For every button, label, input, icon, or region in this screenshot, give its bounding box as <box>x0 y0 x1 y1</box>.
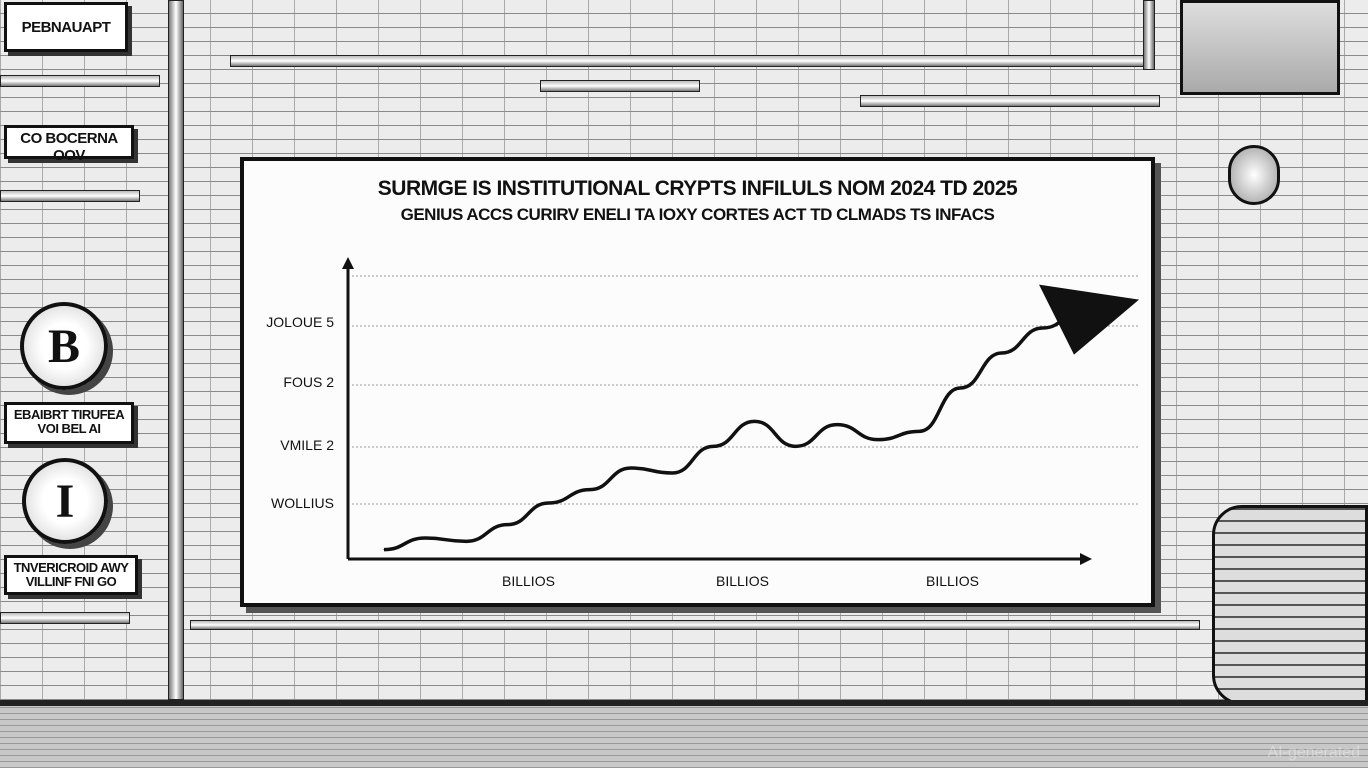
pipe <box>860 95 1160 107</box>
vertical-pipe <box>1143 0 1155 70</box>
trend-arrowhead <box>1039 284 1139 355</box>
data-point <box>589 489 591 491</box>
data-point <box>836 424 838 426</box>
data-point <box>465 540 467 542</box>
data-point <box>795 445 797 447</box>
chart-title: SURMGE IS INSTITUTIONAL CRYPTS INFILULS … <box>377 177 1018 200</box>
wall-sign: CO BOCERNA OOV <box>4 125 134 163</box>
data-point <box>383 549 385 551</box>
y-tick-label: JOLOUE 5 <box>266 314 334 330</box>
pipe <box>0 190 140 202</box>
pipe <box>0 612 130 624</box>
wall-sign: PEBNAUAPT <box>4 2 128 52</box>
data-point <box>548 502 550 504</box>
chart-subtitle: GENIUS ACCS CURIRV ENELI TA IOXY CORTES … <box>400 205 995 224</box>
x-axis-arrow <box>1080 553 1092 565</box>
pipe <box>230 55 1150 67</box>
data-point <box>754 420 756 422</box>
y-tick-label: WOLLIUS <box>270 495 334 511</box>
y-axis-arrow <box>342 257 354 269</box>
y-tick-label: VMILE 2 <box>280 437 334 453</box>
floor <box>0 700 1368 768</box>
wall-lamp <box>1228 145 1280 205</box>
data-point <box>712 445 714 447</box>
data-point <box>1001 352 1003 354</box>
data-point <box>959 387 961 389</box>
data-point <box>507 524 509 526</box>
x-tick-label: BILLIOS <box>926 573 979 589</box>
chart-plot <box>342 257 1139 565</box>
cable-spool <box>1212 505 1368 705</box>
pipe <box>190 620 1200 630</box>
data-point <box>671 472 673 474</box>
data-point <box>1042 327 1044 329</box>
x-tick-label: BILLIOS <box>502 573 555 589</box>
data-point <box>918 430 920 432</box>
pipe <box>540 80 700 92</box>
chart-board: SURMGE IS INSTITUTIONAL CRYPTS INFILULS … <box>240 157 1155 607</box>
series-line <box>383 307 1085 552</box>
electrical-box <box>1180 0 1340 95</box>
coin-icon: I <box>22 458 108 544</box>
watermark: AI-generated <box>1267 744 1360 761</box>
pipe <box>0 75 160 87</box>
data-point <box>877 439 879 441</box>
x-tick-label: BILLIOS <box>716 573 769 589</box>
y-tick-label: FOUS 2 <box>283 374 334 390</box>
vertical-pipe <box>168 0 184 700</box>
data-point <box>424 537 426 539</box>
data-point <box>630 467 632 469</box>
wall-sign: EBAIBRT TIRUFEA VOI BEL AI <box>4 402 134 444</box>
wall-sign: TNVERICROID AWY VILLINF FNI GO <box>4 555 138 595</box>
bitcoin-icon: B <box>20 302 108 390</box>
